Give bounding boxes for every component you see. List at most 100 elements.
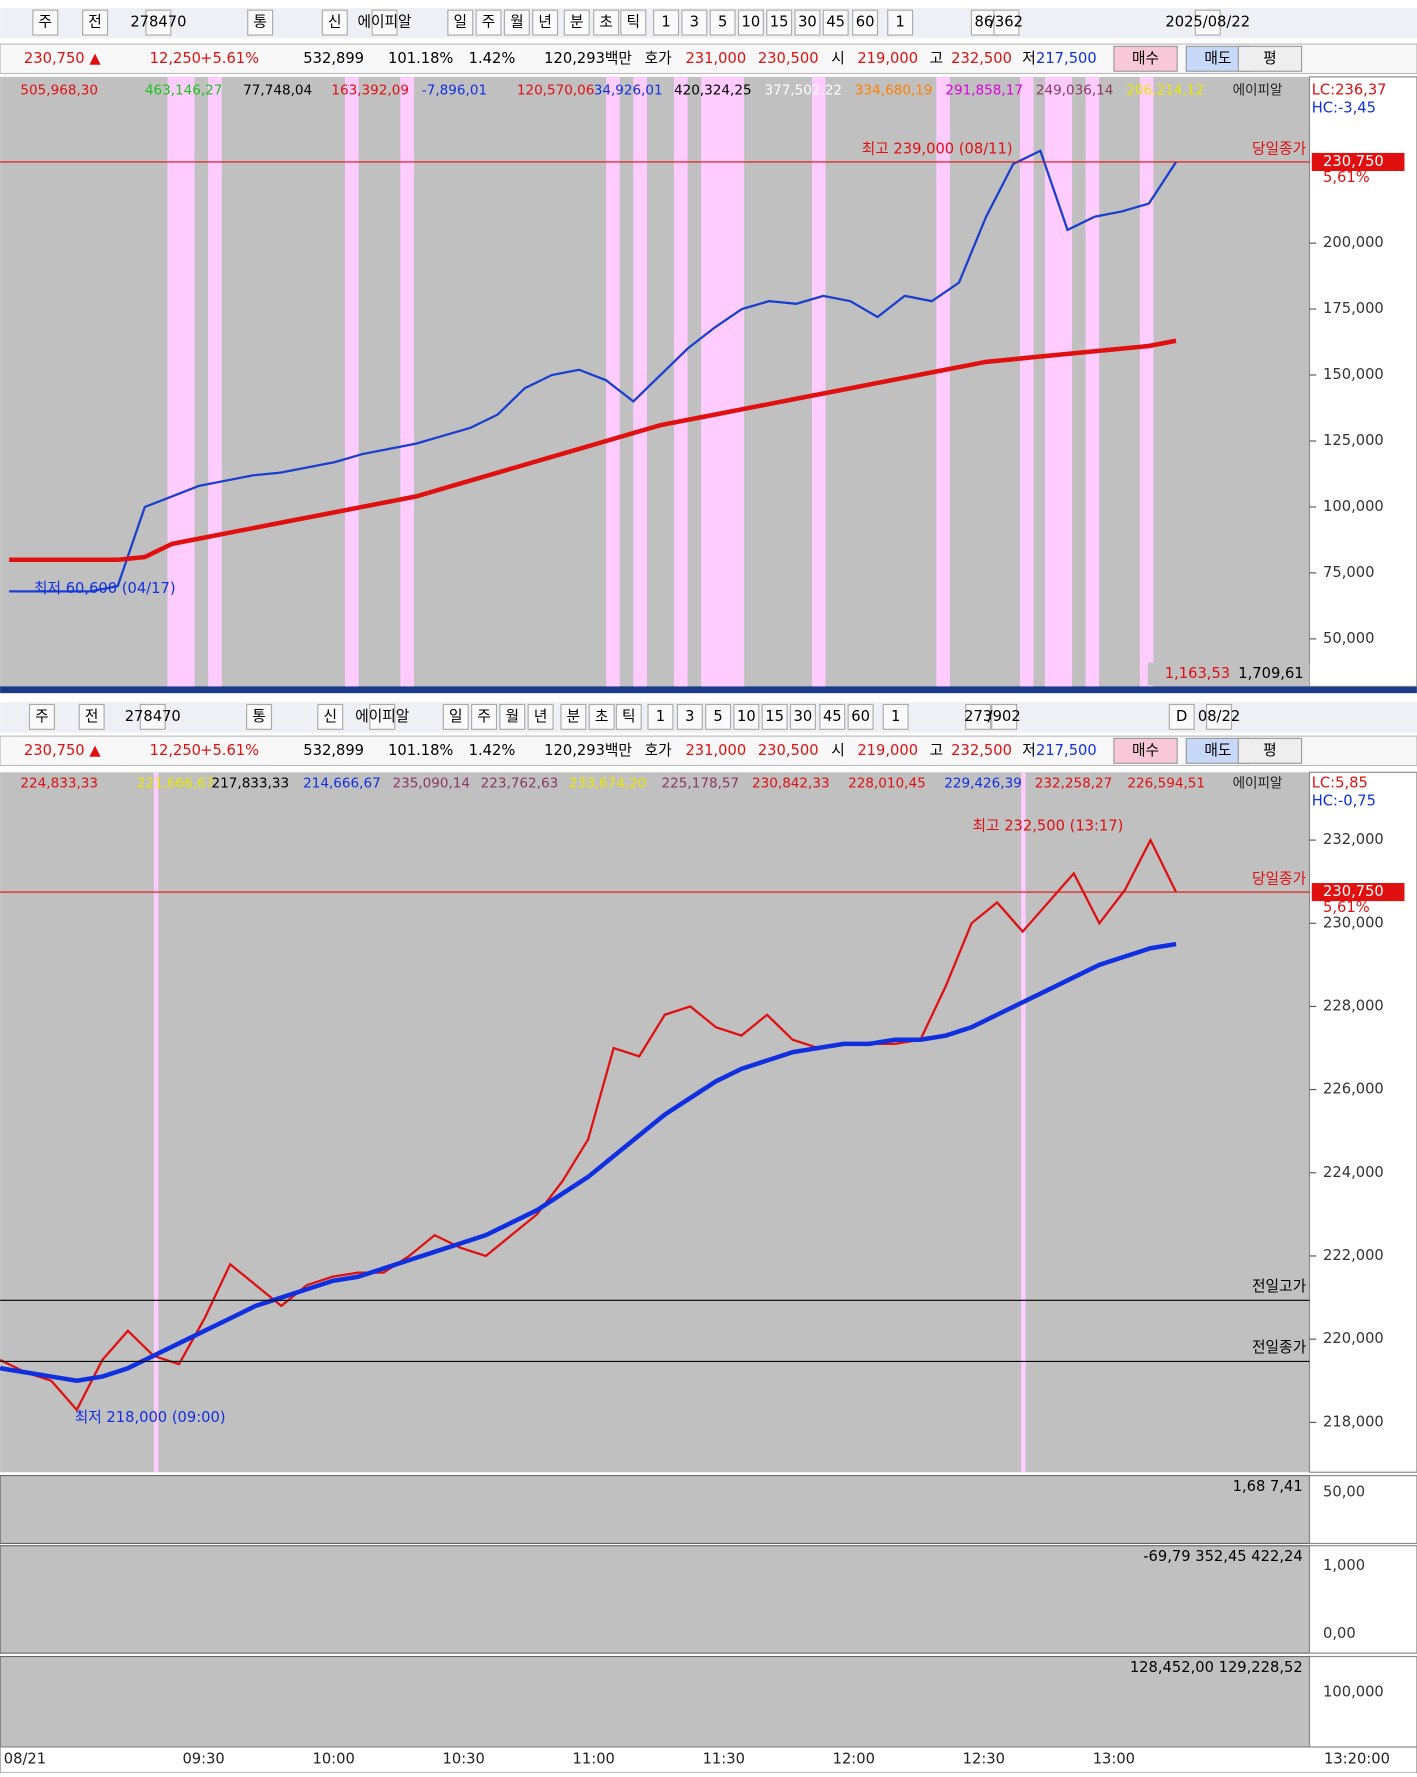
toolbar-label[interactable]: 08/22 — [1198, 708, 1240, 725]
toolbar-button[interactable] — [653, 9, 680, 36]
toolbar-button[interactable] — [139, 703, 166, 730]
toolbar-button[interactable] — [317, 703, 344, 730]
toolbar-button[interactable] — [882, 703, 909, 730]
toolbar-label[interactable]: 신 — [324, 708, 338, 725]
toolbar-button[interactable] — [369, 703, 396, 730]
toolbar-label[interactable]: 전 — [85, 708, 99, 725]
toolbar-label[interactable]: 60 — [856, 14, 875, 31]
toolbar-label[interactable]: 1 — [891, 708, 900, 725]
toolbar-button[interactable] — [593, 9, 620, 36]
toolbar-button[interactable] — [993, 9, 1020, 36]
toolbar-label[interactable]: 3 — [685, 708, 694, 725]
toolbar-button[interactable] — [321, 9, 348, 36]
toolbar-button[interactable] — [737, 9, 764, 36]
toolbar-label[interactable]: 10 — [737, 708, 756, 725]
toolbar-button[interactable] — [499, 703, 526, 730]
info-value[interactable]: 매도 — [1204, 742, 1231, 759]
toolbar-label[interactable]: 60 — [851, 708, 870, 725]
toolbar-button[interactable] — [733, 703, 760, 730]
toolbar-button[interactable] — [532, 9, 559, 36]
toolbar-button[interactable] — [503, 9, 530, 36]
toolbar-button[interactable] — [789, 703, 816, 730]
toolbar-button[interactable] — [887, 9, 914, 36]
toolbar-label[interactable]: 에이피알 — [358, 14, 412, 31]
toolbar-label[interactable]: 273 — [964, 708, 992, 725]
toolbar-label[interactable]: 1 — [661, 14, 670, 31]
toolbar-label[interactable]: /902 — [988, 708, 1021, 725]
toolbar-label[interactable]: 30 — [798, 14, 817, 31]
toolbar-button[interactable] — [588, 703, 615, 730]
toolbar-label[interactable]: 278470 — [130, 14, 186, 31]
toolbar-label[interactable]: 통 — [252, 708, 266, 725]
toolbar-button[interactable] — [563, 9, 590, 36]
toolbar-button[interactable] — [620, 9, 647, 36]
toolbar-button[interactable] — [371, 9, 398, 36]
toolbar-button[interactable] — [709, 9, 736, 36]
toolbar-label[interactable]: 초 — [595, 708, 609, 725]
toolbar-button[interactable] — [246, 703, 273, 730]
toolbar-button[interactable] — [615, 703, 642, 730]
toolbar-button[interactable] — [676, 703, 703, 730]
toolbar-button[interactable] — [965, 703, 992, 730]
toolbar-label[interactable]: 1 — [656, 708, 665, 725]
info-value[interactable]: 평 — [1263, 742, 1277, 759]
toolbar-label[interactable]: 주 — [35, 708, 49, 725]
toolbar-label[interactable]: 3 — [690, 14, 699, 31]
toolbar-label[interactable]: 10 — [742, 14, 761, 31]
toolbar-label[interactable]: 86 — [974, 14, 993, 31]
toolbar-label[interactable]: /362 — [990, 14, 1023, 31]
toolbar-button[interactable] — [247, 9, 274, 36]
toolbar-label[interactable]: 5 — [718, 14, 727, 31]
toolbar-label[interactable]: 전 — [88, 14, 102, 31]
order-button[interactable] — [1237, 45, 1303, 72]
toolbar-label[interactable]: 일 — [449, 708, 463, 725]
toolbar-label[interactable]: 주 — [482, 14, 496, 31]
toolbar-button[interactable] — [766, 9, 793, 36]
toolbar-label[interactable]: 5 — [713, 708, 722, 725]
toolbar-label[interactable]: 15 — [765, 708, 784, 725]
toolbar-button[interactable] — [852, 9, 879, 36]
toolbar-button[interactable] — [447, 9, 474, 36]
toolbar-button[interactable] — [761, 703, 788, 730]
toolbar-button[interactable] — [78, 703, 105, 730]
info-value[interactable]: 매수 — [1132, 742, 1159, 759]
order-button[interactable] — [1113, 737, 1178, 764]
toolbar-button[interactable] — [794, 9, 821, 36]
toolbar-button[interactable] — [681, 9, 708, 36]
toolbar-label[interactable]: 15 — [770, 14, 789, 31]
toolbar-button[interactable] — [475, 9, 502, 36]
toolbar-label[interactable]: 30 — [794, 708, 813, 725]
toolbar-button[interactable] — [442, 703, 469, 730]
toolbar-label[interactable]: 분 — [567, 708, 581, 725]
toolbar-button[interactable] — [991, 703, 1018, 730]
toolbar-button[interactable] — [1206, 703, 1233, 730]
toolbar-label[interactable]: 월 — [506, 708, 520, 725]
toolbar-button[interactable] — [647, 703, 674, 730]
toolbar-label[interactable]: 45 — [823, 708, 842, 725]
toolbar-label[interactable]: 일 — [454, 14, 468, 31]
toolbar-label[interactable]: 분 — [570, 14, 584, 31]
info-value[interactable]: 매수 — [1132, 50, 1159, 67]
toolbar-label[interactable]: 45 — [826, 14, 845, 31]
toolbar-button[interactable] — [705, 703, 732, 730]
info-value[interactable]: 매도 — [1204, 50, 1231, 67]
toolbar-button[interactable] — [1168, 703, 1195, 730]
toolbar-button[interactable] — [32, 9, 59, 36]
toolbar-label[interactable]: D — [1176, 708, 1187, 725]
toolbar-label[interactable]: 초 — [599, 14, 613, 31]
order-button[interactable] — [1237, 737, 1303, 764]
toolbar-label[interactable]: 통 — [253, 14, 267, 31]
toolbar-button[interactable] — [28, 703, 55, 730]
toolbar-label[interactable]: 년 — [534, 708, 548, 725]
toolbar-label[interactable]: 신 — [328, 14, 342, 31]
toolbar-label[interactable]: 2025/08/22 — [1165, 14, 1250, 31]
toolbar-label[interactable]: 월 — [510, 14, 524, 31]
order-button[interactable] — [1113, 45, 1178, 72]
toolbar-label[interactable]: 주 — [39, 14, 53, 31]
toolbar-label[interactable]: 1 — [895, 14, 904, 31]
toolbar-button[interactable] — [1194, 9, 1221, 36]
toolbar-button[interactable] — [560, 703, 587, 730]
toolbar-label[interactable]: 에이피알 — [355, 708, 409, 725]
toolbar-button[interactable] — [471, 703, 498, 730]
toolbar-button[interactable] — [822, 9, 849, 36]
